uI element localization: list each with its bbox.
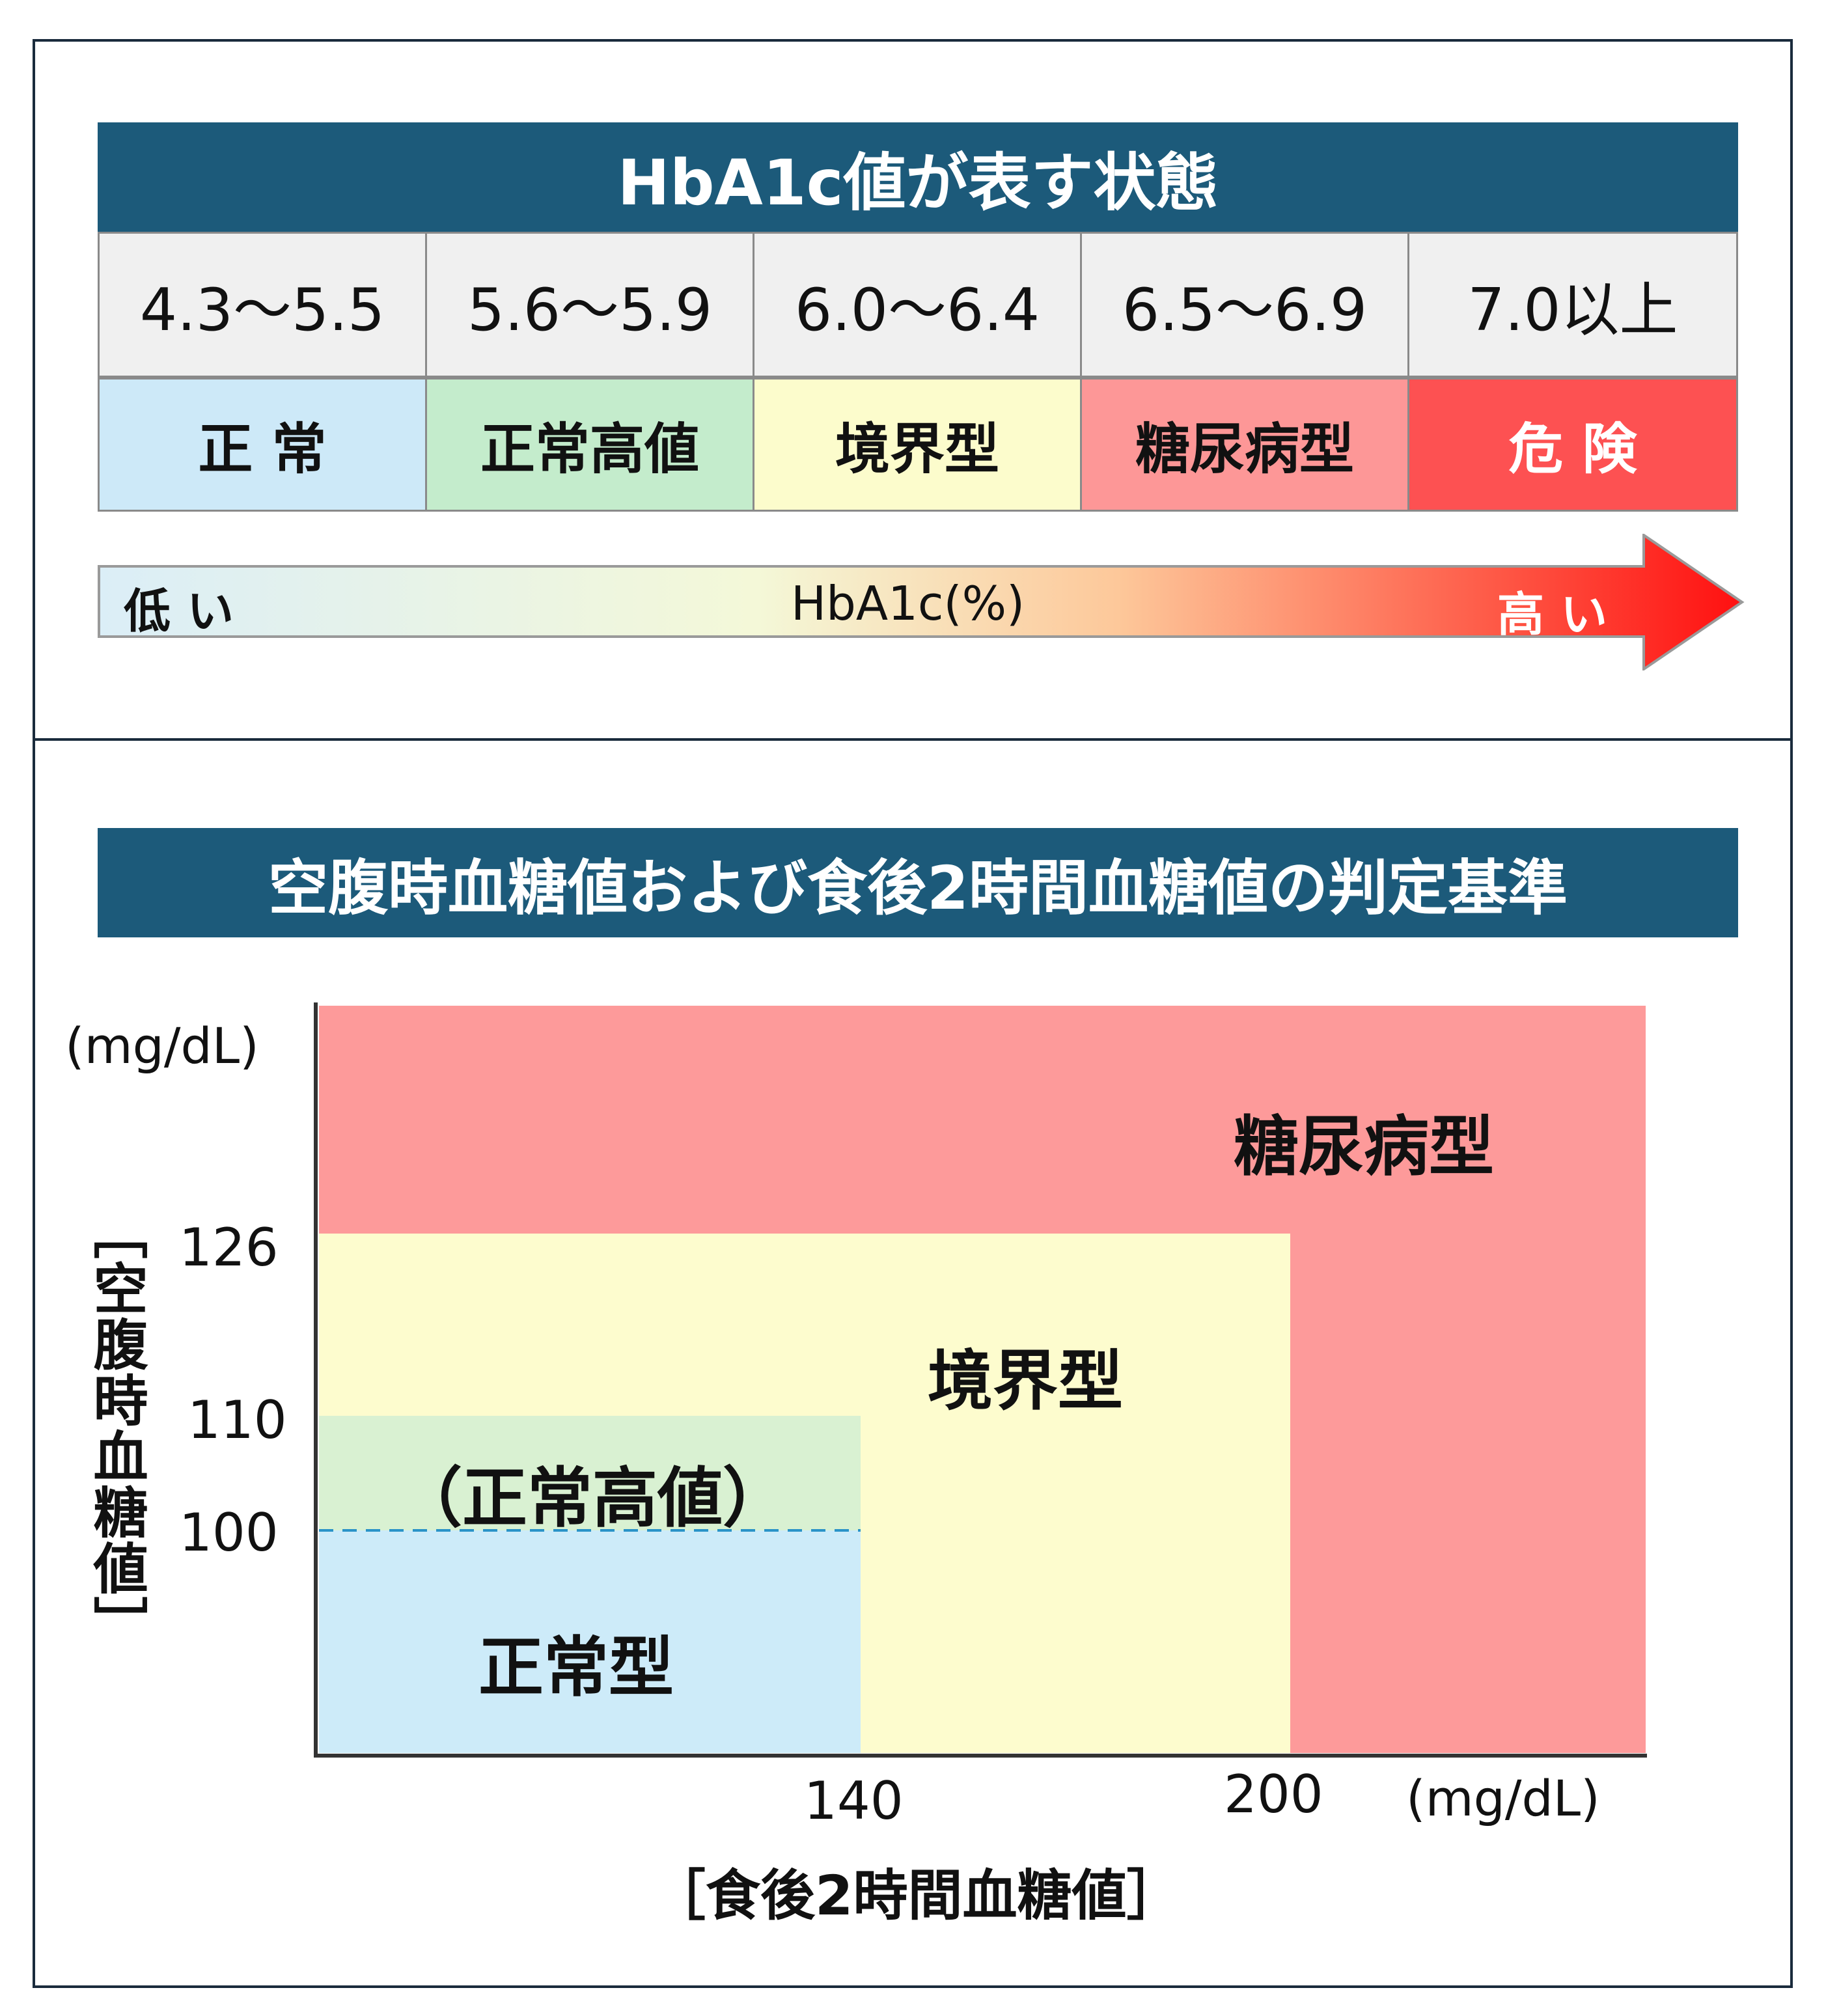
arrow-high-label: 高 い [1497, 587, 1608, 642]
arrow-axis-label: HbA1c(%) [791, 576, 1025, 631]
hba1c-table-title: HbA1c値が表す状態 [98, 122, 1738, 232]
y-axis-title: ［空腹時血糖値］ [85, 1204, 148, 1652]
state-cell-high-normal: 正常高値 [425, 378, 754, 512]
diabetes-label: 糖尿病型 [1234, 1109, 1494, 1185]
x-axis-unit: (mg/dL) [1406, 1769, 1600, 1827]
arrow-low-label: 低 い [124, 584, 234, 639]
state-cell-normal: 正 常 [98, 378, 427, 512]
x-tick-label: 140 [804, 1771, 904, 1831]
normal-label: 正常型 [478, 1629, 674, 1705]
high-normal-threshold-line [319, 1529, 861, 1532]
normal-zone [319, 1530, 861, 1753]
y-tick-label: 110 [187, 1390, 287, 1450]
y-tick-label: 100 [179, 1502, 279, 1563]
hba1c-gradient-arrow [98, 534, 1745, 670]
lower-panel-frame [33, 738, 1793, 1988]
high-normal-zone [319, 1416, 861, 1530]
arrow-shape [98, 534, 1745, 670]
x-tick-label: 200 [1224, 1764, 1323, 1825]
range-cell: 4.3～5.5 [98, 232, 427, 378]
y-axis-unit: (mg/dL) [65, 1017, 259, 1075]
borderline-label: 境界型 [928, 1343, 1123, 1419]
y-tick-label: 126 [179, 1217, 279, 1278]
high-normal-label: （正常高値） [397, 1460, 788, 1536]
state-cell-borderline: 境界型 [753, 378, 1082, 512]
criteria-title: 空腹時血糖値および食後2時間血糖値の判定基準 [98, 828, 1738, 937]
state-cell-diabetes: 糖尿病型 [1080, 378, 1409, 512]
chart-axes [314, 1002, 1647, 1758]
range-cell: 6.5～6.9 [1080, 232, 1409, 378]
state-cell-danger: 危 険 [1407, 378, 1738, 512]
range-cell: 5.6～5.9 [425, 232, 754, 378]
range-cell: 6.0～6.4 [753, 232, 1082, 378]
x-axis-title: ［食後2時間血糖値］ [651, 1864, 1182, 1927]
range-cell: 7.0以上 [1407, 232, 1738, 378]
